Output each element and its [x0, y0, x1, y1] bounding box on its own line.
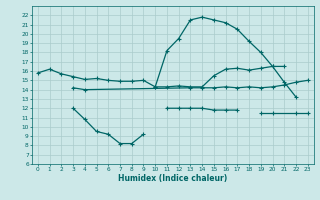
X-axis label: Humidex (Indice chaleur): Humidex (Indice chaleur) [118, 174, 228, 183]
